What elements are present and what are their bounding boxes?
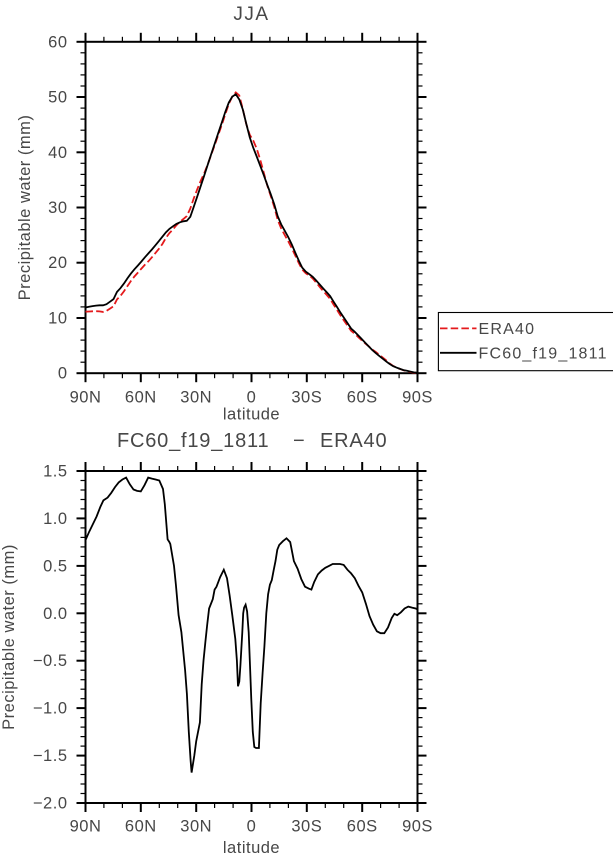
svg-text:latitude: latitude (223, 406, 280, 424)
svg-text:30S: 30S (291, 389, 322, 407)
svg-text:Precipitable water (mm): Precipitable water (mm) (16, 115, 34, 301)
svg-text:50: 50 (48, 89, 67, 107)
svg-text:60N: 60N (125, 389, 157, 407)
svg-text:0: 0 (247, 818, 257, 836)
svg-text:Precipitable water (mm): Precipitable water (mm) (0, 544, 18, 730)
svg-text:10: 10 (48, 310, 67, 328)
svg-text:0: 0 (247, 389, 257, 407)
svg-text:0.0: 0.0 (43, 605, 67, 623)
svg-text:60: 60 (48, 33, 67, 51)
svg-text:−1.0: −1.0 (33, 700, 68, 718)
svg-text:FC60_f19_1811: FC60_f19_1811 (117, 430, 269, 452)
svg-text:60N: 60N (125, 818, 157, 836)
svg-text:JJA: JJA (233, 4, 269, 25)
svg-text:90S: 90S (402, 818, 433, 836)
svg-text:30N: 30N (180, 389, 212, 407)
svg-text:ERA40: ERA40 (479, 321, 536, 338)
svg-text:−: − (293, 430, 305, 452)
svg-text:FC60_f19_1811: FC60_f19_1811 (479, 345, 608, 362)
svg-text:latitude: latitude (223, 839, 280, 857)
svg-text:−0.5: −0.5 (33, 652, 68, 670)
svg-text:90N: 90N (70, 389, 102, 407)
svg-text:30S: 30S (291, 818, 322, 836)
svg-text:20: 20 (48, 254, 67, 272)
svg-text:−1.5: −1.5 (33, 747, 68, 765)
svg-text:1.5: 1.5 (43, 463, 67, 481)
svg-text:−2.0: −2.0 (33, 795, 68, 813)
svg-text:30: 30 (48, 199, 67, 217)
svg-text:ERA40: ERA40 (320, 430, 387, 452)
svg-text:0.5: 0.5 (43, 557, 67, 575)
svg-text:30N: 30N (180, 818, 212, 836)
svg-text:1.0: 1.0 (43, 510, 67, 528)
svg-text:60S: 60S (347, 389, 378, 407)
svg-text:90S: 90S (402, 389, 433, 407)
svg-text:90N: 90N (70, 818, 102, 836)
svg-text:40: 40 (48, 144, 67, 162)
svg-text:60S: 60S (347, 818, 378, 836)
svg-text:0: 0 (58, 365, 68, 383)
